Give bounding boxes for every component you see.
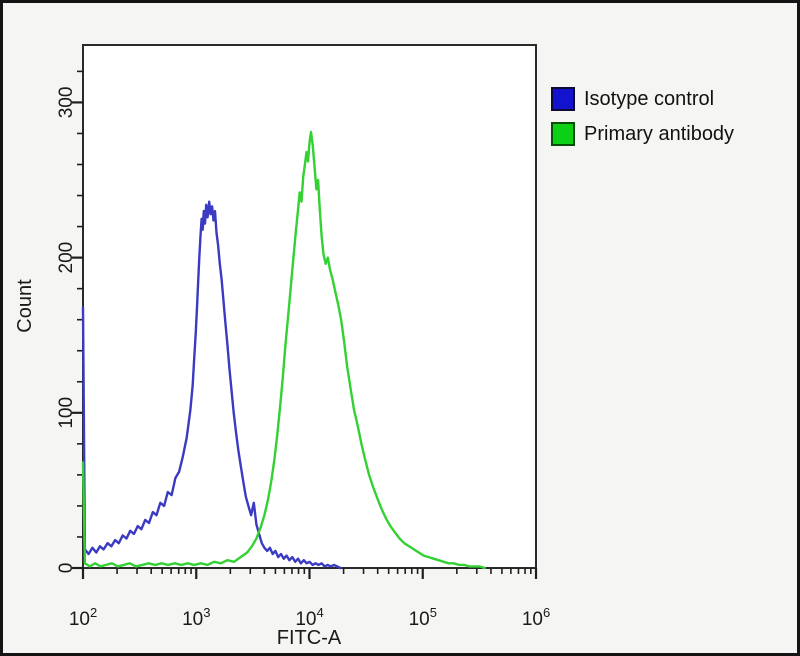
isotype-control-curve: [81, 200, 342, 570]
histogram-chart: 102 103 104 105 106 0 100 200 300 FITC-A Count: [14, 44, 550, 649]
x-axis-label: FITC-A: [277, 627, 342, 649]
primary-antibody-swatch: [551, 122, 575, 146]
y-tick-label: 300: [56, 87, 77, 119]
legend: Isotype control Primary antibody: [551, 85, 734, 148]
legend-label-primary-antibody: Primary antibody: [584, 123, 735, 145]
primary-antibody-curve: [81, 130, 486, 570]
y-tick-label: 100: [56, 397, 77, 429]
isotype-control-swatch: [551, 87, 575, 111]
x-tick-label: 103: [182, 605, 210, 630]
plot-area: [82, 44, 537, 569]
x-axis: 102 103 104 105 106: [69, 568, 550, 630]
curves: [81, 130, 486, 570]
y-tick-label: 200: [56, 242, 77, 274]
legend-item-primary-antibody: Primary antibody: [551, 120, 734, 148]
legend-item-isotype-control: Isotype control: [551, 85, 734, 113]
y-tick-label: 0: [56, 563, 77, 574]
x-tick-label: 105: [409, 605, 437, 630]
x-tick-label: 106: [522, 605, 550, 630]
x-tick-label: 104: [295, 605, 323, 630]
y-axis-label: Count: [14, 279, 36, 333]
x-tick-label: 102: [69, 605, 97, 630]
legend-label-isotype-control: Isotype control: [584, 88, 715, 110]
y-axis: 0 100 200 300: [56, 70, 83, 574]
